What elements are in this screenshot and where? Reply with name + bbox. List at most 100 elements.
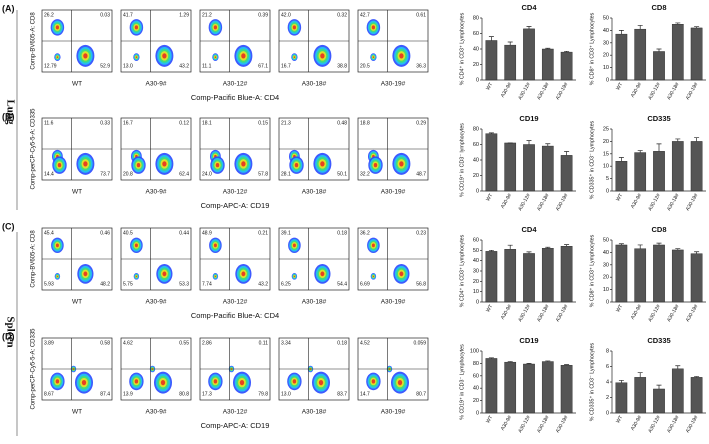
quadrant-percent: 56.8 <box>416 281 426 287</box>
density-contour <box>293 275 296 278</box>
error-bar <box>564 50 570 53</box>
x-tick-label: A30-19# <box>685 303 700 323</box>
quadrant-percent: 20.5 <box>360 63 370 69</box>
quadrant-percent: 0.15 <box>258 120 268 126</box>
quadrant-percent: 32.2 <box>360 171 370 177</box>
x-tick-label: WT <box>615 415 624 425</box>
bar <box>504 44 517 81</box>
quadrant-percent: 0.46 <box>100 230 110 236</box>
y-axis-title: % CD8⁺ in CD3⁺ Lymphocytes <box>589 12 595 85</box>
y-axis-title: % CD8⁺ in CD3⁺ Lymphocytes <box>589 234 595 307</box>
flow-x-axis-title: Comp-APC-A: CD19 <box>201 201 270 210</box>
quadrant-percent: 13.0 <box>123 63 133 69</box>
quadrant-percent: 16.7 <box>281 63 291 69</box>
sample-label: WT <box>72 409 82 416</box>
x-tick-label: A30-12# <box>517 414 532 434</box>
quadrant-percent: 14.7 <box>360 391 370 397</box>
y-tick-label: 60 <box>473 31 479 37</box>
density-contour <box>213 25 218 30</box>
quadrant-percent: 0.03 <box>100 12 110 18</box>
x-tick-label: A30-19# <box>685 81 700 101</box>
quadrant-percent: 36.2 <box>360 230 370 236</box>
y-tick-label: 20 <box>473 62 479 68</box>
x-tick-label: WT <box>485 193 494 203</box>
y-tick-label: 0 <box>606 410 609 416</box>
quadrant-percent: 73.7 <box>100 171 110 177</box>
density-contour <box>320 53 325 59</box>
quadrant-percent: 24.0 <box>202 171 212 177</box>
bar <box>671 368 684 414</box>
quadrant-percent: 1.29 <box>179 12 189 18</box>
tissue-label: Spleen <box>4 316 16 347</box>
density-contour <box>55 25 60 30</box>
y-tick-label: 20 <box>473 398 479 404</box>
sample-label: A30-12# <box>223 409 248 416</box>
error-bar <box>637 372 643 378</box>
error-bar <box>618 243 624 245</box>
bar <box>541 248 554 303</box>
x-tick-label: A30-9# <box>630 414 643 431</box>
error-bar <box>694 376 700 378</box>
quadrant-percent: 0.21 <box>258 230 268 236</box>
y-tick-label: 30 <box>603 262 609 268</box>
quadrant-percent: 18.8 <box>360 120 370 126</box>
y-tick-label: 50 <box>603 237 609 243</box>
flow-y-axis-title: Comp-perCP-Cy5-5-A: CD335 <box>31 108 37 190</box>
x-tick-label: A30-18# <box>666 81 681 101</box>
density-contour <box>371 379 376 384</box>
sample-label: WT <box>72 299 82 306</box>
sample-label: A30-18# <box>302 409 327 416</box>
quadrant-percent: 8.67 <box>44 391 54 397</box>
y-tick-label: 80 <box>473 361 479 367</box>
x-tick-label: WT <box>485 415 494 425</box>
quadrant-percent: 48.7 <box>416 171 426 177</box>
density-contour <box>373 163 378 168</box>
density-contour <box>399 161 404 167</box>
y-axis-title: % CD19⁺ in CD3⁻ lymphocytes <box>459 123 465 197</box>
y-tick-label: 0 <box>606 77 609 83</box>
density-contour <box>213 379 218 384</box>
quadrant-percent: 16.7 <box>123 120 133 126</box>
error-bar <box>488 132 494 134</box>
y-tick-label: 60 <box>473 373 479 379</box>
x-tick-label: A30-12# <box>517 192 532 212</box>
density-contour <box>215 163 220 168</box>
y-tick-label: 2 <box>606 395 609 401</box>
quadrant-percent: 0.11 <box>259 340 269 346</box>
y-tick-label: 80 <box>473 126 479 132</box>
density-contour <box>292 25 297 30</box>
bar <box>690 27 703 81</box>
x-tick-label: A30-18# <box>666 192 681 212</box>
sample-label: A30-19# <box>381 409 406 416</box>
x-tick-label: A30-19# <box>555 81 570 101</box>
error-bar <box>694 251 700 254</box>
quadrant-percent: 67.1 <box>258 63 268 69</box>
flow-x-axis-title: Comp-APC-A: CD19 <box>201 421 270 430</box>
sample-label: A30-9# <box>146 409 167 416</box>
y-tick-label: 40 <box>473 258 479 264</box>
bar <box>485 133 498 192</box>
bar <box>653 244 665 303</box>
density-contour <box>162 271 167 277</box>
density-contour <box>56 275 59 278</box>
error-bar <box>618 157 624 162</box>
bar <box>523 253 535 303</box>
density-contour <box>239 380 245 386</box>
quadrant-percent: 39.1 <box>281 230 291 236</box>
quadrant-percent: 0.12 <box>179 120 189 126</box>
quadrant-percent: 4.62 <box>123 340 133 346</box>
quadrant-percent: 0.29 <box>416 120 426 126</box>
y-tick-label: 25 <box>603 126 609 132</box>
quadrant-percent: 0.32 <box>337 12 347 18</box>
y-tick-label: 40 <box>473 46 479 52</box>
x-tick-label: WT <box>615 193 624 203</box>
error-bar <box>656 242 662 245</box>
bar <box>541 145 554 192</box>
y-tick-label: 40 <box>603 250 609 256</box>
sample-label: A30-12# <box>223 299 248 306</box>
density-contour <box>213 243 217 248</box>
x-tick-label: A30-9# <box>630 192 643 209</box>
sample-label: A30-18# <box>302 81 327 88</box>
bar <box>541 361 554 414</box>
x-tick-label: A30-12# <box>647 303 662 323</box>
